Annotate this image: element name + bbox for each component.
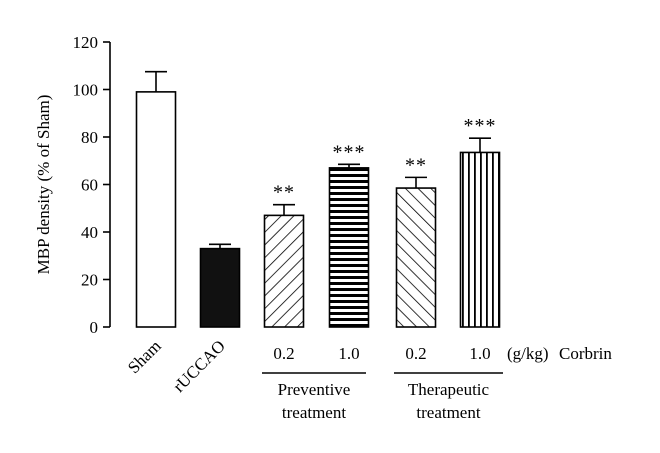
group-label: treatment	[282, 403, 346, 422]
bar	[395, 187, 437, 328]
drug-label: Corbrin	[559, 344, 612, 363]
dose-unit-label: (g/kg)	[507, 344, 549, 363]
significance-label: ***	[464, 115, 497, 137]
significance-label: **	[405, 154, 427, 176]
y-tick-label: 0	[90, 318, 99, 337]
y-tick-label: 20	[81, 271, 98, 290]
y-tick-label: 60	[81, 176, 98, 195]
category-label: Sham	[124, 336, 165, 377]
group-label: treatment	[416, 403, 480, 422]
bar	[459, 151, 501, 328]
bar	[328, 167, 370, 328]
dose-label: 1.0	[338, 344, 359, 363]
y-tick-label: 40	[81, 223, 98, 242]
significance-label: ***	[333, 141, 366, 163]
group-label: Therapeutic	[408, 380, 490, 399]
group-label: Preventive	[278, 380, 351, 399]
bar	[135, 91, 177, 328]
category-label: rUCCAO	[169, 336, 229, 396]
dose-label: 1.0	[469, 344, 490, 363]
significance-label: **	[273, 182, 295, 204]
dose-label: 0.2	[273, 344, 294, 363]
y-tick-label: 100	[73, 81, 99, 100]
bar	[263, 214, 305, 328]
y-tick-label: 120	[73, 33, 99, 52]
y-axis-label: MBP density (% of Sham)	[34, 95, 53, 275]
dose-label: 0.2	[405, 344, 426, 363]
y-tick-label: 80	[81, 128, 98, 147]
bar	[199, 247, 241, 328]
